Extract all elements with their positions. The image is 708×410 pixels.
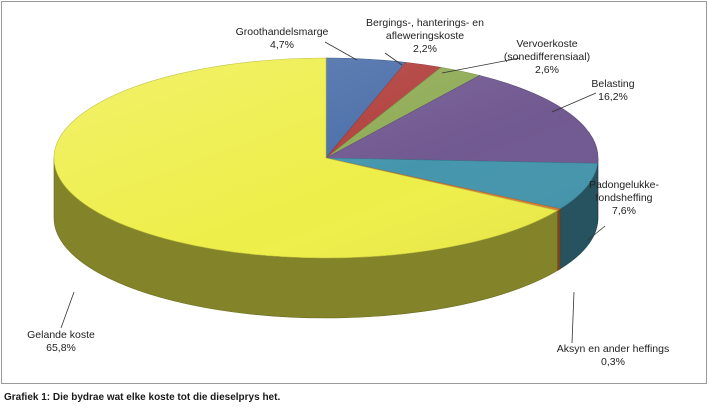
- slice-label-line: 65,8%: [46, 342, 76, 354]
- leader-line: [587, 225, 606, 241]
- slice-label: Groothandelsmarge 4,7%: [236, 26, 329, 51]
- slice-label-line: fondsheffing: [595, 192, 652, 204]
- slice-label-line: 2,2%: [413, 43, 437, 55]
- leader-line: [441, 57, 521, 74]
- leader-line: [324, 41, 358, 61]
- leader-line: [571, 291, 575, 344]
- slice-label-line: afleweringskoste: [386, 30, 464, 42]
- slice-label-line: Aksyn en ander heffings: [557, 343, 669, 355]
- slice-label-line: Gelande koste: [27, 329, 95, 341]
- slice-label: Vervoerkoste (sonedifferensiaal) 2,6%: [504, 38, 590, 76]
- slice-label-line: Vervoerkoste: [516, 38, 577, 50]
- slice-label-line: Bergings-, hanterings- en: [366, 17, 484, 29]
- slice-label-line: 0,3%: [601, 356, 625, 368]
- slice-label: Bergings-, hanterings- en afleweringskost…: [366, 17, 484, 55]
- slice-label-line: 4,7%: [270, 39, 294, 51]
- slice-labels: Groothandelsmarge 4,7% Bergings-, hanterin…: [27, 17, 669, 368]
- pie-top-shading: [54, 58, 598, 258]
- slice-label: Padongelukke-fondsheffing 7,6%: [589, 179, 660, 217]
- slice-label: Belasting 16,2%: [591, 78, 634, 103]
- slice-side: [557, 208, 561, 272]
- leader-line: [384, 52, 403, 66]
- chart-frame: Groothandelsmarge 4,7% Bergings-, hanterin…: [1, 1, 707, 384]
- pie-tops: [53, 57, 599, 259]
- leader-line: [60, 291, 75, 329]
- slice-label-line: 7,6%: [612, 205, 636, 217]
- leader-line: [551, 92, 597, 113]
- leader-lines: [60, 41, 606, 344]
- slice-label-line: 16,2%: [598, 91, 628, 103]
- slice-label-line: 2,6%: [535, 64, 559, 76]
- slice-label-line: Belasting: [591, 78, 634, 90]
- slice-label-line: Padongelukke-: [589, 179, 660, 191]
- pie-chart: Groothandelsmarge 4,7% Bergings-, hanterin…: [27, 17, 669, 368]
- slice-label-line: (sonedifferensiaal): [504, 51, 590, 63]
- slice-label-line: Groothandelsmarge: [236, 26, 329, 38]
- slice-label: Gelande koste 65,8%: [27, 329, 95, 354]
- figure-caption: Grafiek 1: Die bydrae wat elke koste tot…: [4, 392, 281, 403]
- slice-label: Aksyn en ander heffings 0,3%: [557, 343, 669, 368]
